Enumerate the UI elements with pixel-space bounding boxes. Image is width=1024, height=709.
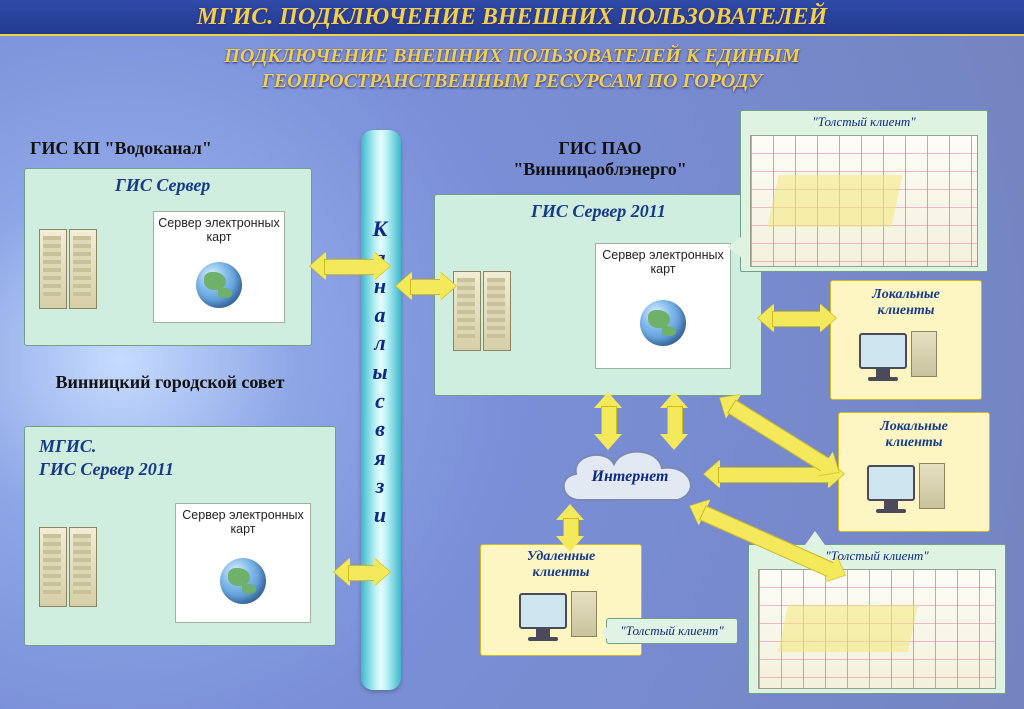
thick-client-caption: "Толстый клиент" xyxy=(620,623,724,638)
callout-thick-client-speech: "Толстый клиент" xyxy=(606,618,738,644)
node-local-clients-2: Локальные клиенты xyxy=(838,412,990,532)
globe-icon xyxy=(196,262,242,308)
page-title: МГИС. ПОДКЛЮЧЕНИЕ ВНЕШНИХ ПОЛЬЗОВАТЕЛЕЙ xyxy=(0,4,1024,31)
arrow-oblenergo-local xyxy=(758,304,836,332)
pc-icon xyxy=(859,333,907,381)
globe-icon xyxy=(640,300,686,346)
panel-vodokanal: ГИС Сервер Сервер электронных карт xyxy=(24,168,312,346)
panel-oblenergo-header: ГИС Сервер 2011 xyxy=(531,201,666,222)
pc-icon xyxy=(867,465,915,513)
server-icon xyxy=(39,229,97,309)
globe-icon xyxy=(220,558,266,604)
thick-client-screenshot xyxy=(758,569,996,689)
org-label-council: Винницкий городской совет xyxy=(20,372,320,394)
callout-tail xyxy=(805,531,825,545)
map-server-box-oblenergo: Сервер электронных карт xyxy=(595,243,731,369)
map-server-box-vodokanal: Сервер электронных карт xyxy=(153,211,285,323)
callout-tail xyxy=(727,237,741,257)
comm-channel-label: Каналы связи xyxy=(372,215,390,530)
callout-thick-client-bottom: "Толстый клиент" xyxy=(748,544,1006,694)
local-clients-label: Локальные клиенты xyxy=(831,287,981,319)
internet-label: Интернет xyxy=(550,468,710,486)
panel-vodokanal-header: ГИС Сервер xyxy=(115,175,210,196)
map-server-label: Сервер электронных карт xyxy=(596,248,730,276)
local-clients-label: Локальные клиенты xyxy=(839,419,989,451)
map-server-label: Сервер электронных карт xyxy=(176,508,310,536)
subtitle-line1: ПОДКЛЮЧЕНИЕ ВНЕШНИХ ПОЛЬЗОВАТЕЛЕЙ К ЕДИН… xyxy=(224,45,799,67)
internet-cloud: Интернет xyxy=(550,440,710,520)
diagram-root: МГИС. ПОДКЛЮЧЕНИЕ ВНЕШНИХ ПОЛЬЗОВАТЕЛЕЙ … xyxy=(0,0,1024,709)
panel-council-header: МГИС. ГИС Сервер 2011 xyxy=(39,435,174,480)
map-server-label: Сервер электронных карт xyxy=(154,216,284,244)
subtitle-line2: ГЕОПРОСТРАНСТВЕННЫМ РЕСУРСАМ ПО ГОРОДУ xyxy=(262,70,762,92)
node-local-clients-1: Локальные клиенты xyxy=(830,280,982,400)
thick-client-caption: "Толстый клиент" xyxy=(749,545,1005,567)
arrow-internet-local2 xyxy=(704,460,844,488)
arrow-oblenergo-local2-diag xyxy=(713,386,847,484)
remote-clients-label: Удаленные клиенты xyxy=(481,549,641,581)
pc-icon xyxy=(519,593,567,641)
org-label-vodokanal: ГИС КП "Водоканал" xyxy=(30,138,212,159)
thick-client-screenshot xyxy=(750,135,978,267)
panel-council: МГИС. ГИС Сервер 2011 Сервер электронных… xyxy=(24,426,336,646)
org-label-oblenergo: ГИС ПАО "Винницаоблэнерго" xyxy=(470,138,730,179)
map-server-box-council: Сервер электронных карт xyxy=(175,503,311,623)
panel-oblenergo: ГИС Сервер 2011 Сервер электронных карт xyxy=(434,194,762,396)
callout-thick-client-top: "Толстый клиент" xyxy=(740,110,988,272)
page-subtitle: ПОДКЛЮЧЕНИЕ ВНЕШНИХ ПОЛЬЗОВАТЕЛЕЙ К ЕДИН… xyxy=(0,44,1024,94)
thick-client-caption: "Толстый клиент" xyxy=(741,111,987,133)
server-icon xyxy=(453,271,511,351)
server-icon xyxy=(39,527,97,607)
